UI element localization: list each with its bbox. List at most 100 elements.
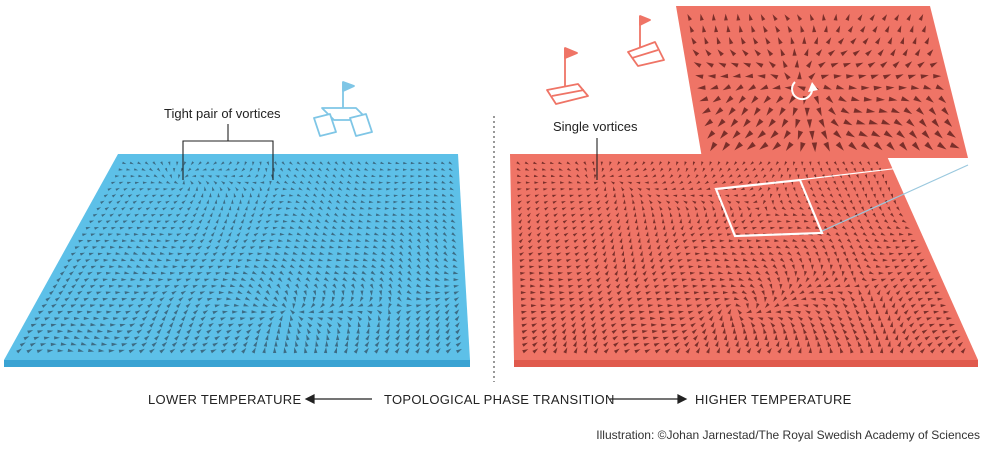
field-arrow [370, 187, 375, 191]
field-arrow [122, 317, 129, 321]
field-arrow [715, 258, 721, 262]
field-arrow [706, 62, 714, 68]
field-arrow [213, 225, 217, 231]
field-arrow [127, 194, 133, 198]
field-arrow [784, 72, 791, 80]
field-arrow [581, 232, 587, 237]
field-arrow [709, 200, 714, 205]
field-arrow [550, 297, 556, 301]
field-arrow [864, 174, 868, 179]
field-arrow [174, 335, 180, 341]
field-arrow [583, 347, 588, 354]
field-arrow [201, 285, 208, 289]
field-arrow [734, 334, 738, 341]
field-arrow [325, 167, 330, 172]
field-arrow [583, 245, 588, 250]
field-arrow [739, 25, 743, 33]
field-arrow [85, 259, 91, 263]
field-arrow [835, 25, 841, 33]
field-arrow [222, 175, 228, 178]
field-arrow [220, 317, 226, 321]
field-arrow [529, 271, 535, 275]
field-arrow [300, 213, 306, 217]
field-arrow [281, 302, 287, 308]
field-arrow [735, 340, 739, 347]
field-arrow [297, 328, 301, 334]
field-arrow [808, 347, 812, 354]
field-arrow [576, 174, 581, 178]
field-arrow [520, 272, 526, 275]
field-arrow [318, 258, 324, 262]
field-arrow [559, 304, 566, 308]
field-arrow [700, 200, 706, 204]
field-arrow [745, 303, 749, 309]
field-arrow [772, 264, 778, 269]
field-arrow [650, 161, 654, 166]
field-arrow [334, 212, 339, 217]
field-arrow [449, 174, 454, 178]
field-arrow [770, 130, 779, 139]
field-arrow [96, 272, 103, 276]
field-arrow [711, 174, 716, 179]
field-arrow [550, 310, 557, 315]
field-arrow [876, 289, 881, 296]
field-arrow [661, 323, 667, 327]
field-arrow [352, 271, 358, 275]
field-arrow [79, 252, 85, 256]
field-arrow [247, 323, 254, 328]
field-arrow [583, 161, 587, 166]
field-arrow [351, 277, 357, 282]
field-arrow [573, 340, 577, 347]
field-arrow [214, 335, 221, 341]
field-arrow [622, 192, 625, 198]
field-arrow [772, 141, 782, 151]
field-arrow [327, 310, 334, 314]
field-arrow [118, 349, 125, 353]
field-arrow [274, 340, 278, 347]
field-arrow [730, 245, 736, 249]
field-arrow [719, 315, 723, 321]
field-arrow [50, 342, 57, 347]
field-arrow [829, 322, 835, 328]
field-arrow [168, 296, 175, 302]
field-arrow [273, 296, 279, 302]
field-arrow [636, 231, 640, 237]
field-arrow [770, 322, 776, 328]
field-arrow [770, 193, 773, 199]
field-arrow [795, 310, 801, 315]
field-arrow [604, 263, 608, 270]
field-arrow [752, 258, 758, 262]
field-arrow [852, 206, 856, 211]
field-arrow [739, 245, 745, 249]
field-arrow [615, 276, 620, 283]
field-arrow [687, 212, 690, 217]
field-arrow [827, 258, 830, 264]
field-arrow [752, 227, 758, 230]
field-arrow [340, 174, 345, 178]
field-arrow [101, 213, 106, 217]
field-arrow [657, 200, 662, 205]
field-arrow [731, 187, 737, 190]
field-arrow [733, 297, 740, 300]
field-arrow [343, 271, 349, 275]
field-arrow [647, 304, 654, 308]
field-arrow [899, 347, 905, 354]
field-arrow [584, 258, 590, 263]
field-arrow [873, 327, 877, 334]
field-arrow [899, 232, 904, 236]
field-arrow [525, 181, 531, 184]
field-arrow [558, 168, 563, 171]
field-arrow [762, 174, 767, 179]
field-arrow [156, 303, 162, 308]
field-arrow [555, 245, 561, 250]
field-arrow [874, 238, 880, 243]
field-arrow [602, 335, 608, 341]
field-arrow [168, 194, 173, 198]
field-arrow [823, 200, 828, 204]
field-arrow [410, 168, 415, 171]
field-arrow [112, 278, 118, 282]
field-arrow [454, 303, 460, 308]
field-arrow [530, 290, 536, 294]
field-arrow [184, 213, 189, 218]
field-arrow [861, 187, 865, 192]
